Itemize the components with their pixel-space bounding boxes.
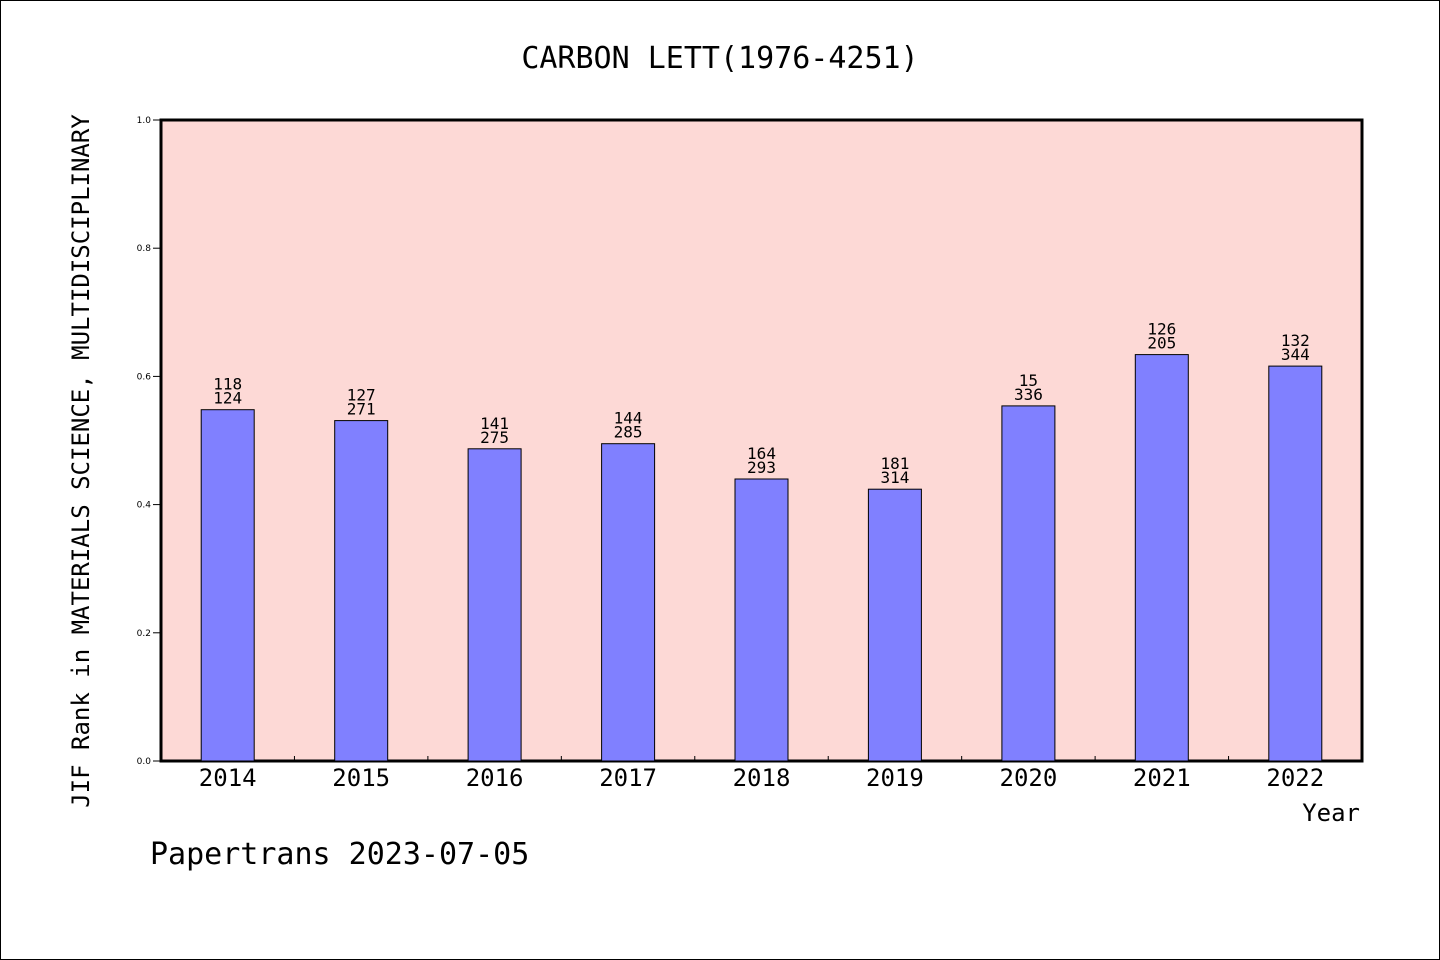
x-tick-label-2021: 2021: [1133, 764, 1191, 792]
y-tick-label: 0.2: [137, 629, 151, 639]
x-tick-label-2015: 2015: [332, 764, 390, 792]
x-tick-label-2014: 2014: [199, 764, 257, 792]
bar-label-rank-2018: 164: [747, 444, 776, 463]
bar-label-total-2019: 314: [880, 468, 909, 487]
bar-label-rank-2020: 15: [1019, 371, 1038, 390]
bar-label-rank-2016: 141: [480, 414, 509, 433]
bar-label-total-2018: 293: [747, 458, 776, 477]
bar-2022: [1268, 365, 1323, 762]
bar-2017: [601, 443, 656, 762]
y-tick-label: 0.8: [137, 244, 152, 254]
bar-2015: [334, 420, 389, 762]
bar-label-rank-2015: 127: [347, 386, 376, 405]
bar-label-rank-2017: 144: [614, 409, 643, 428]
bar-label-total-2017: 285: [614, 423, 643, 442]
footer-date: Papertrans 2023-07-05: [150, 837, 529, 872]
y-tick-label: 0.4: [137, 501, 152, 511]
bar-2021: [1134, 354, 1189, 762]
chart-title: CARBON LETT(1976-4251): [521, 41, 918, 76]
x-tick-label-2020: 2020: [1000, 764, 1058, 792]
bar-label-total-2014: 124: [213, 389, 242, 408]
bar-label-rank-2014: 118: [213, 375, 242, 394]
bar-2016: [467, 448, 522, 762]
x-tick-label-2018: 2018: [733, 764, 791, 792]
bar-label-total-2021: 205: [1147, 334, 1176, 353]
x-tick-label-2019: 2019: [866, 764, 924, 792]
bar-2018: [734, 478, 789, 762]
bar-2014: [200, 409, 255, 762]
x-tick-label-2016: 2016: [466, 764, 524, 792]
bar-label-total-2016: 275: [480, 428, 509, 447]
bar-label-total-2022: 344: [1281, 345, 1310, 364]
bar-label-total-2020: 336: [1014, 385, 1043, 404]
bar-label-rank-2019: 181: [880, 454, 909, 473]
bar-label-rank-2022: 132: [1281, 331, 1310, 350]
x-tick-label-2017: 2017: [599, 764, 657, 792]
bar-2020: [1001, 405, 1056, 762]
y-axis-label: JIF Rank in MATERIALS SCIENCE, MULTIDISC…: [67, 114, 95, 808]
y-tick-label: 0.6: [137, 372, 152, 382]
bar-2019: [867, 488, 922, 762]
y-tick-label: 1.0: [137, 116, 152, 126]
y-tick-label: 0.0: [137, 757, 152, 767]
x-axis-label: Year: [1302, 799, 1360, 827]
bar-label-total-2015: 271: [347, 400, 376, 419]
bar-label-rank-2021: 126: [1147, 320, 1176, 339]
x-tick-label-2022: 2022: [1266, 764, 1324, 792]
